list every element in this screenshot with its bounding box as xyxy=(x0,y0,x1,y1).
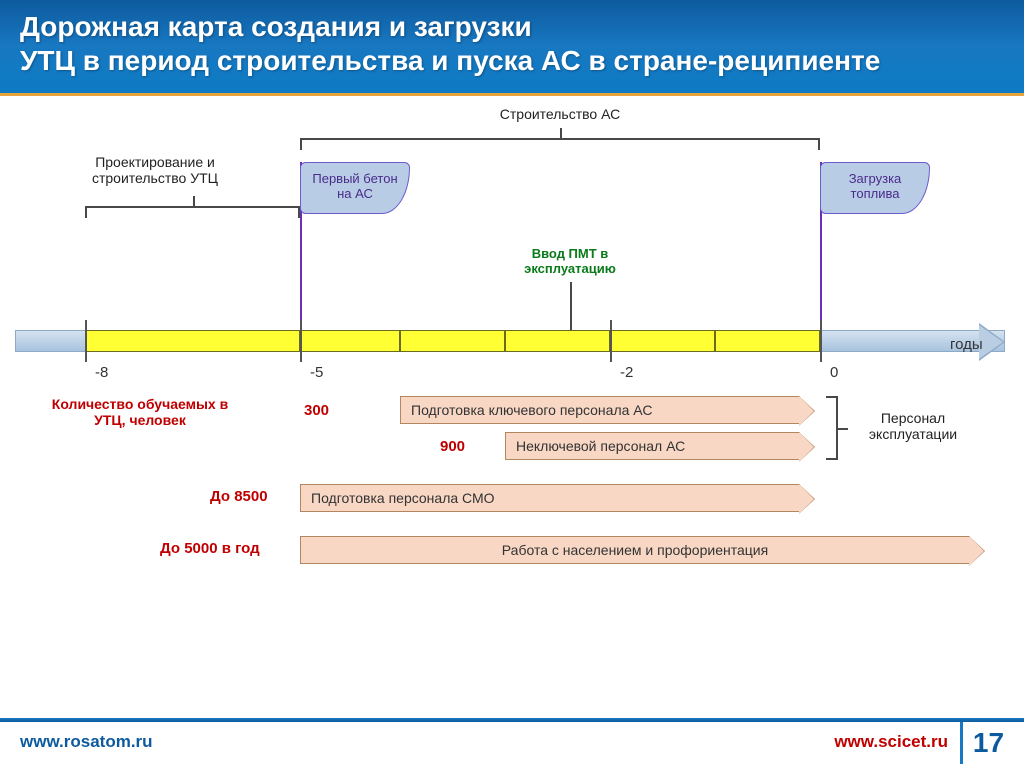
bar-label: Подготовка ключевого персонала АС xyxy=(411,402,652,418)
count-5000: До 5000 в год xyxy=(160,540,260,557)
flag-first-concrete: Первый бетон на АС xyxy=(300,162,410,214)
bracket-design-utc xyxy=(85,206,300,216)
timeline-segment xyxy=(610,330,715,352)
axis-label-years: годы xyxy=(950,336,983,353)
timeline-segment xyxy=(400,330,505,352)
count-900: 900 xyxy=(440,438,465,455)
tick-label: -8 xyxy=(95,364,108,381)
label-design-utc: Проектирование и строительство УТЦ xyxy=(60,154,250,186)
label-pmt: Ввод ПМТ в эксплуатацию xyxy=(490,246,650,276)
bracket-personnel xyxy=(828,396,838,460)
slide-footer: www.rosatom.ru www.scicet.ru 17 xyxy=(0,718,1024,768)
bracket-construction-ac xyxy=(300,138,820,148)
timeline-segment xyxy=(715,330,820,352)
timeline-segment xyxy=(85,330,300,352)
bar-label: Работа с населением и профориентация xyxy=(502,542,768,558)
footer-url-left: www.rosatom.ru xyxy=(20,732,153,752)
tick-label: 0 xyxy=(830,364,838,381)
bar-public-outreach: Работа с населением и профориентация xyxy=(300,536,970,564)
count-300: 300 xyxy=(304,402,329,419)
bar-label: Подготовка персонала СМО xyxy=(311,490,495,506)
arrow-right-icon xyxy=(979,323,1005,361)
bar-nonkey-personnel: Неключевой персонал АС xyxy=(505,432,800,460)
footer-divider xyxy=(0,718,1024,722)
tick-mark xyxy=(820,320,822,362)
tick-mark xyxy=(85,320,87,362)
title-line-1: Дорожная карта создания и загрузки xyxy=(20,11,532,42)
timeline-segment xyxy=(300,330,400,352)
bar-key-personnel: Подготовка ключевого персонала АС xyxy=(400,396,800,424)
label-personnel: Персонал эксплуатации xyxy=(848,410,978,442)
label-trainees-count: Количество обучаемых в УТЦ, человек xyxy=(40,396,240,428)
roadmap-diagram: Строительство АС Проектирование и строит… xyxy=(0,96,1024,636)
flag-fuel-loading: Загрузка топлива xyxy=(820,162,930,214)
count-8500: До 8500 xyxy=(210,488,268,505)
bar-smo-personnel: Подготовка персонала СМО xyxy=(300,484,800,512)
label-construction-ac: Строительство АС xyxy=(430,106,690,122)
slide-title: Дорожная карта создания и загрузки УТЦ в… xyxy=(20,10,1004,77)
flag-first-concrete-label: Первый бетон на АС xyxy=(300,162,410,214)
page-number: 17 xyxy=(960,722,1014,764)
footer-url-right: www.scicet.ru xyxy=(834,732,948,752)
tick-mark xyxy=(610,320,612,362)
tick-mark xyxy=(300,320,302,362)
slide-header: Дорожная карта создания и загрузки УТЦ в… xyxy=(0,0,1024,96)
timeline-segment xyxy=(505,330,610,352)
bar-label: Неключевой персонал АС xyxy=(516,438,685,454)
title-line-2: УТЦ в период строительства и пуска АС в … xyxy=(20,45,880,76)
tick-label: -2 xyxy=(620,364,633,381)
tick-label: -5 xyxy=(310,364,323,381)
flag-fuel-loading-label: Загрузка топлива xyxy=(820,162,930,214)
